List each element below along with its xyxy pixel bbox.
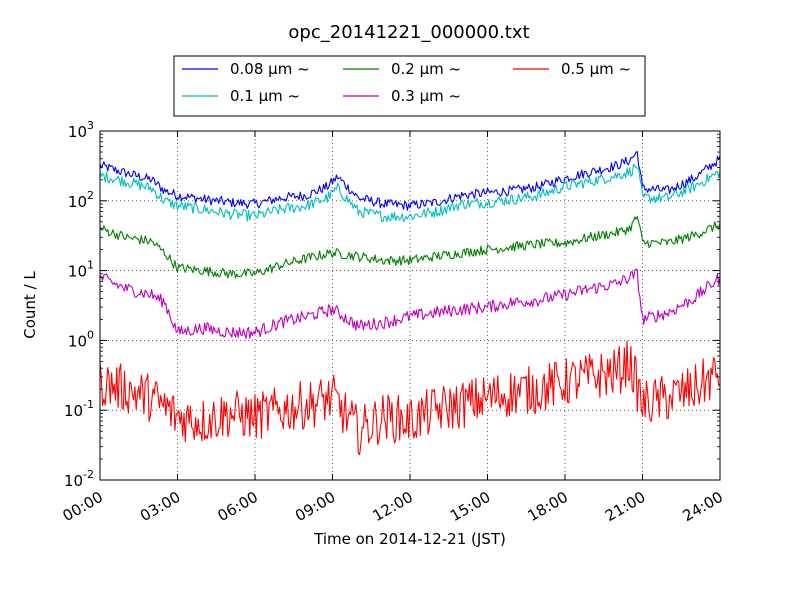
legend: 0.08 μm ~ 0.1 μm ~ 0.2 μm ~ 0.3 μm ~ 0.5 μm … [173,55,646,117]
legend-label: 0.08 μm ~ [230,60,310,78]
series-layer [100,151,720,456]
y-tick-label: 100 [68,328,94,350]
y-tick-label: 101 [68,259,94,281]
ticks [99,130,721,481]
legend-label: 0.5 μm ~ [561,60,631,78]
series-line [100,215,720,279]
legend-entry: 0.5 μm ~ [513,60,631,78]
y-tick-label: 103 [68,119,94,141]
legend-label: 0.2 μm ~ [391,60,461,78]
x-axis-label: Time on 2014-12-21 (JST) [313,530,506,548]
series-line [100,340,720,456]
legend-box [173,55,646,117]
series-line [100,268,720,339]
series-line [100,163,720,223]
y-tick-labels: 10-2 10-1 100 101 102 103 [64,119,94,490]
legend-entry: 0.2 μm ~ [343,60,461,78]
y-axis-label: Count / L [21,271,39,339]
legend-entries: 0.08 μm ~ 0.1 μm ~ 0.2 μm ~ 0.3 μm ~ 0.5 μm … [182,60,631,105]
y-tick-label: 10-1 [64,398,94,420]
legend-label: 0.1 μm ~ [230,87,300,105]
series-line [100,151,720,211]
legend-label: 0.3 μm ~ [391,87,461,105]
chart-title: opc_20141221_000000.txt [288,22,529,43]
legend-entry: 0.1 μm ~ [182,87,300,105]
legend-entry: 0.3 μm ~ [343,87,461,105]
grid [100,131,720,480]
legend-entry: 0.08 μm ~ [182,60,310,78]
y-tick-label: 102 [68,189,94,211]
y-tick-label: 10-2 [64,468,94,490]
